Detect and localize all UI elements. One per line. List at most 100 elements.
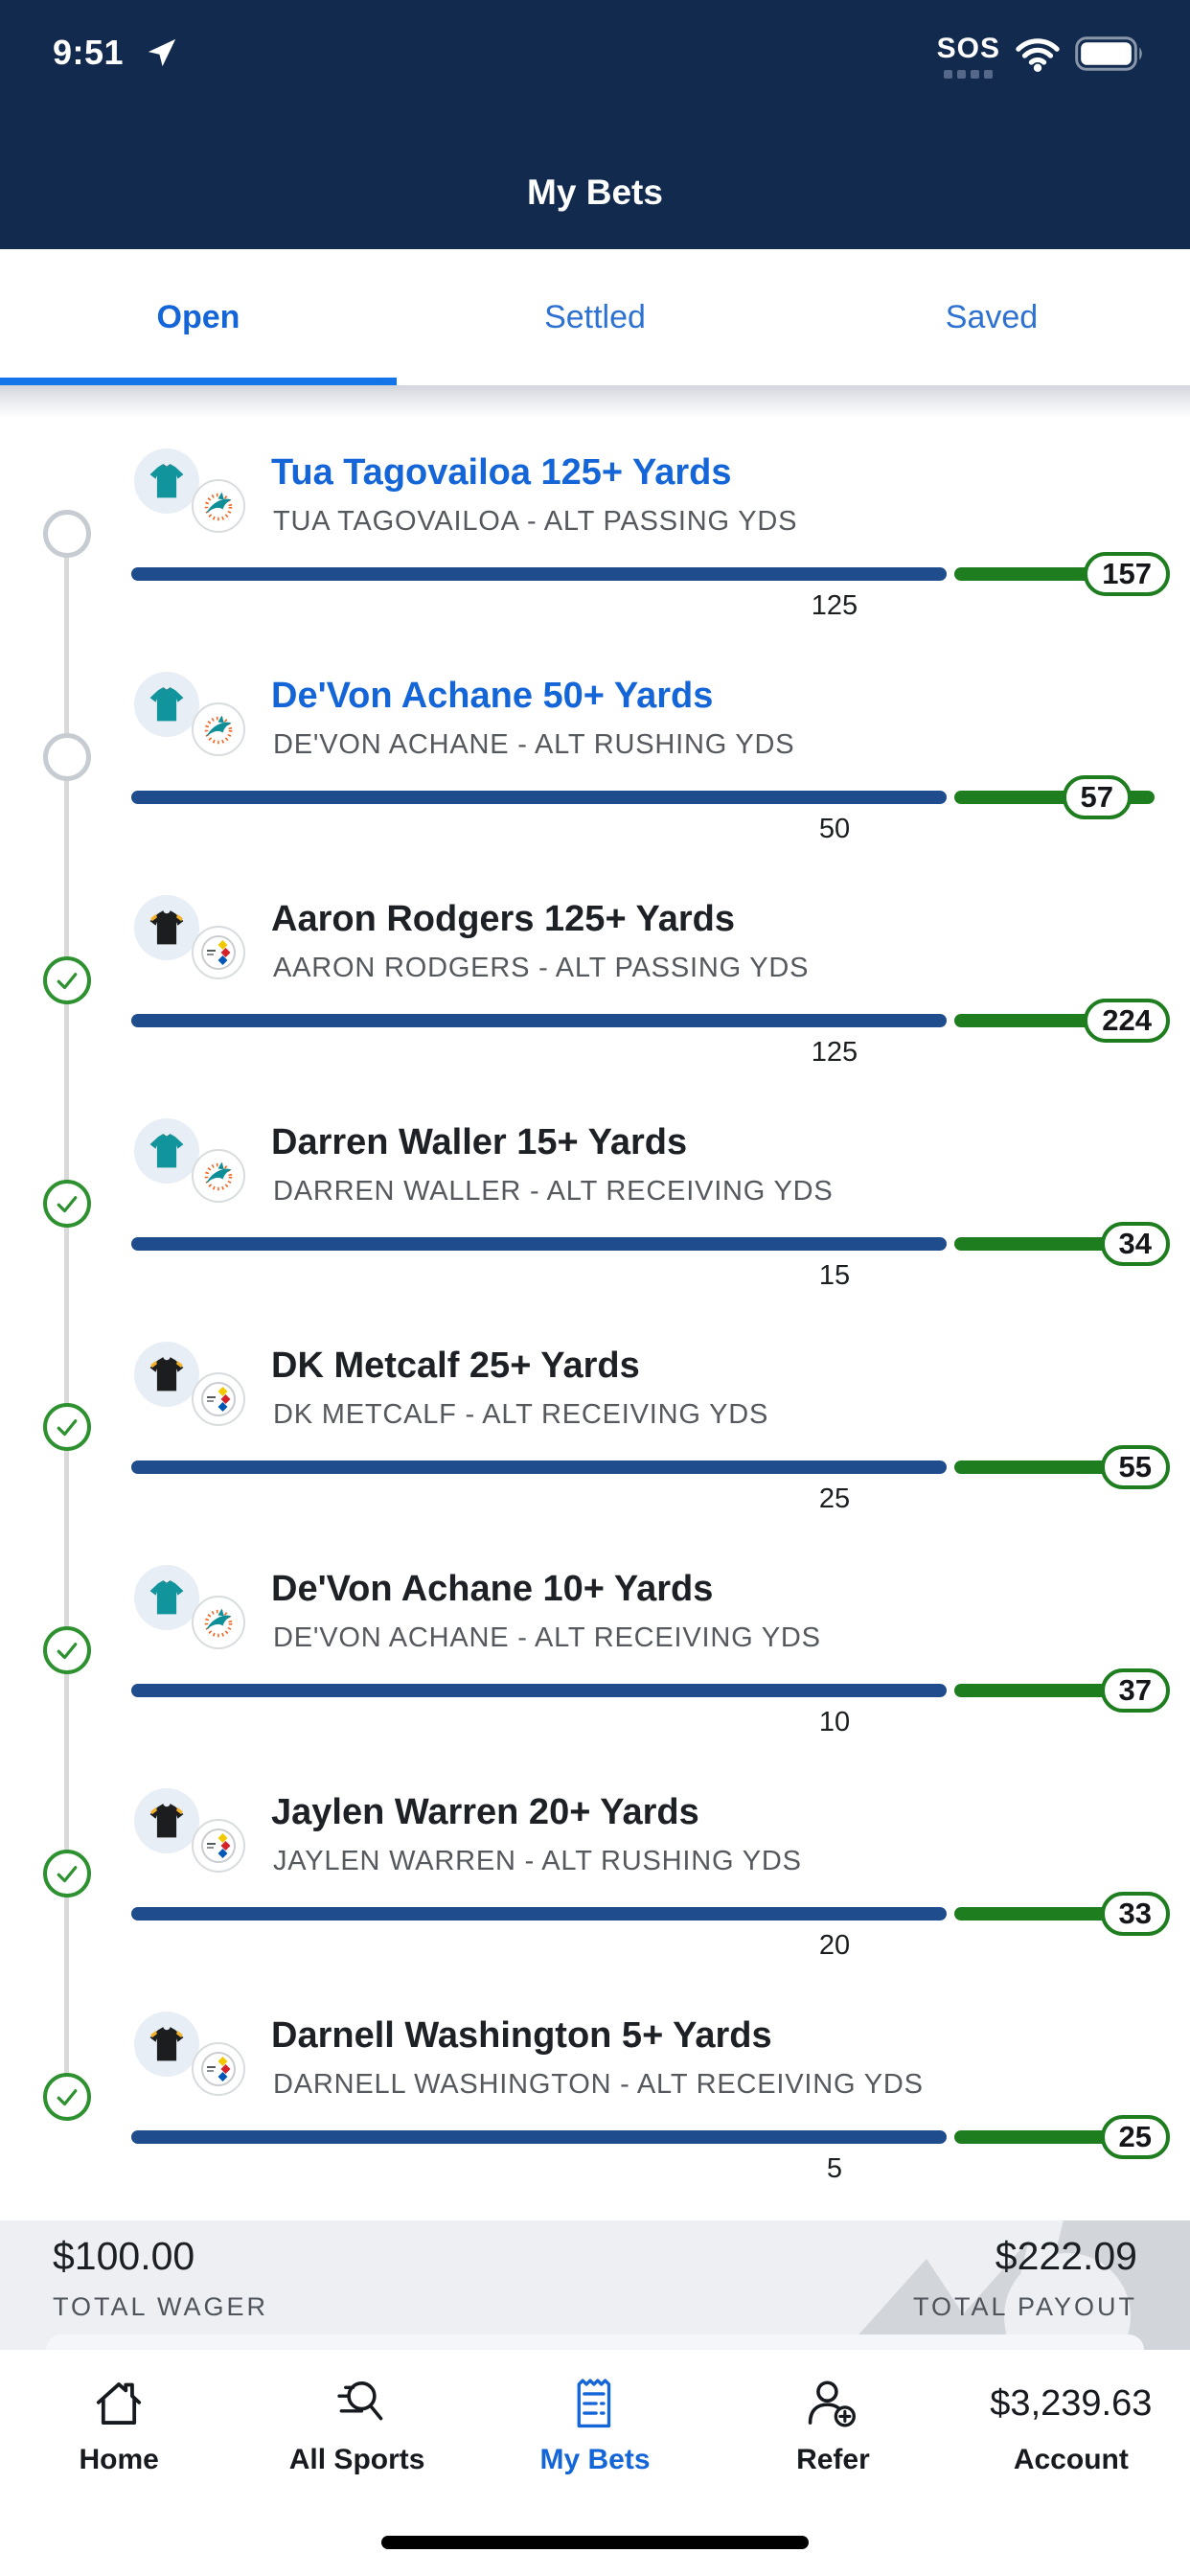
battery-icon	[1075, 36, 1146, 76]
carrier-indicator: SOS	[937, 33, 1000, 79]
progress-before-threshold	[131, 1907, 947, 1920]
bet-leg-row[interactable]: De'Von Achane 10+ Yards DE'VON ACHANE - …	[0, 1553, 1190, 1777]
team-logo-icon	[192, 926, 245, 979]
team-logo-icon	[192, 1149, 245, 1203]
nav-item-my-bets[interactable]: My Bets	[476, 2350, 714, 2576]
bet-title[interactable]: Jaylen Warren 20+ Yards	[271, 1792, 699, 1832]
bet-leg-row[interactable]: Jaylen Warren 20+ Yards JAYLEN WARREN - …	[0, 1777, 1190, 2000]
leg-status-node	[43, 1850, 91, 1898]
player-team-avatar	[134, 1118, 251, 1212]
progress-bar: 37	[131, 1668, 1170, 1713]
current-value-pill: 55	[1100, 1445, 1170, 1489]
nav-label: All Sports	[288, 2444, 425, 2475]
jersey-icon	[134, 2012, 199, 2077]
jersey-icon	[134, 1565, 199, 1630]
bet-title[interactable]: Tua Tagovailoa 125+ Yards	[271, 452, 732, 493]
wifi-icon	[1016, 36, 1060, 78]
tab-saved[interactable]: Saved	[945, 298, 1039, 335]
leg-status-node	[43, 1403, 91, 1451]
total-payout-amount: $222.09	[995, 2234, 1137, 2278]
progress-before-threshold	[131, 1014, 947, 1027]
account-balance: $3,239.63	[990, 2382, 1153, 2424]
team-logo-icon	[192, 1819, 245, 1873]
nav-item-account[interactable]: $3,239.63 Account	[952, 2350, 1190, 2576]
team-logo-icon	[192, 479, 245, 533]
threshold-label: 10	[818, 1707, 851, 1737]
bet-leg-row[interactable]: Tua Tagovailoa 125+ Yards TUA TAGOVAILOA…	[0, 437, 1190, 660]
bet-leg-row[interactable]: Darnell Washington 5+ Yards DARNELL WASH…	[0, 2000, 1190, 2223]
progress-bar: 34	[131, 1222, 1170, 1266]
threshold-label: 125	[811, 1037, 858, 1068]
tab-settled[interactable]: Settled	[544, 298, 646, 335]
bet-title[interactable]: DK Metcalf 25+ Yards	[271, 1346, 640, 1386]
leg-status-node	[43, 1180, 91, 1228]
bet-subtitle: AARON RODGERS - ALT PASSING YDS	[273, 953, 810, 983]
progress-before-threshold	[131, 1684, 947, 1697]
tab-bar: Open Settled Saved	[0, 249, 1190, 385]
player-team-avatar	[134, 1342, 251, 1436]
active-tab-underline	[0, 378, 397, 385]
leg-status-node	[43, 733, 91, 781]
progress-before-threshold	[131, 2130, 947, 2144]
bet-leg-row[interactable]: Aaron Rodgers 125+ Yards AARON RODGERS -…	[0, 884, 1190, 1107]
jersey-icon	[134, 1118, 199, 1184]
threshold-label: 5	[826, 2153, 843, 2184]
player-team-avatar	[134, 895, 251, 989]
page-title: My Bets	[527, 172, 663, 212]
jersey-icon	[134, 1788, 199, 1853]
bet-subtitle: JAYLEN WARREN - ALT RUSHING YDS	[273, 1846, 802, 1876]
current-value-pill: 33	[1100, 1892, 1170, 1936]
bet-leg-row[interactable]: Darren Waller 15+ Yards DARREN WALLER - …	[0, 1107, 1190, 1330]
bet-subtitle: TUA TAGOVAILOA - ALT PASSING YDS	[273, 506, 798, 537]
brand-watermark	[730, 2220, 1190, 2350]
player-team-avatar	[134, 1565, 251, 1659]
player-team-avatar	[134, 2012, 251, 2105]
progress-before-threshold	[131, 791, 947, 804]
nav-label: My Bets	[539, 2444, 651, 2475]
progress-bar: 55	[131, 1445, 1170, 1489]
bet-leg-row[interactable]: DK Metcalf 25+ Yards DK METCALF - ALT RE…	[0, 1330, 1190, 1553]
home-icon	[90, 2375, 148, 2432]
person-add-icon	[804, 2375, 861, 2432]
progress-bar: 57	[131, 775, 1155, 819]
bet-leg-row[interactable]: De'Von Achane 50+ Yards DE'VON ACHANE - …	[0, 660, 1190, 884]
threshold-label: 15	[818, 1260, 851, 1291]
status-bar: 9:51 SOS	[0, 25, 1190, 82]
progress-bar: 33	[131, 1892, 1170, 1936]
nav-item-home[interactable]: Home	[0, 2350, 238, 2576]
current-value-pill: 57	[1062, 775, 1132, 819]
total-payout-label: TOTAL PAYOUT	[912, 2292, 1137, 2321]
jersey-icon	[134, 672, 199, 737]
bet-title[interactable]: Darnell Washington 5+ Yards	[271, 2015, 772, 2056]
current-value-pill: 34	[1100, 1222, 1170, 1266]
nav-label: Refer	[796, 2444, 870, 2475]
nav-label: Account	[1013, 2444, 1129, 2475]
bottom-sheet-edge	[46, 2334, 1144, 2350]
tab-scroll-shadow	[0, 385, 1190, 418]
bet-title[interactable]: De'Von Achane 50+ Yards	[271, 676, 714, 716]
nav-label: Home	[79, 2444, 159, 2475]
total-wager-amount: $100.00	[53, 2234, 195, 2278]
nav-item-all-sports[interactable]: All Sports	[238, 2350, 475, 2576]
bet-subtitle: DE'VON ACHANE - ALT RUSHING YDS	[273, 729, 795, 760]
current-value-pill: 157	[1084, 552, 1170, 596]
location-arrow-icon	[146, 36, 178, 74]
signal-dots	[944, 70, 994, 79]
leg-status-node	[43, 2073, 91, 2121]
open-bets-list: Tua Tagovailoa 125+ Yards TUA TAGOVAILOA…	[0, 437, 1190, 2223]
tab-open[interactable]: Open	[156, 298, 240, 335]
progress-before-threshold	[131, 567, 947, 581]
bet-title[interactable]: Aaron Rodgers 125+ Yards	[271, 899, 736, 939]
home-indicator[interactable]	[381, 2536, 809, 2549]
jersey-icon	[134, 1342, 199, 1407]
progress-before-threshold	[131, 1460, 947, 1474]
jersey-icon	[134, 895, 199, 960]
search-icon	[329, 2375, 386, 2432]
progress-bar: 224	[131, 999, 1170, 1043]
bet-title[interactable]: Darren Waller 15+ Yards	[271, 1122, 688, 1162]
bet-subtitle: DK METCALF - ALT RECEIVING YDS	[273, 1399, 769, 1430]
nav-item-refer[interactable]: Refer	[714, 2350, 951, 2576]
current-value-pill: 224	[1084, 999, 1170, 1043]
player-team-avatar	[134, 1788, 251, 1882]
bet-title[interactable]: De'Von Achane 10+ Yards	[271, 1569, 714, 1609]
